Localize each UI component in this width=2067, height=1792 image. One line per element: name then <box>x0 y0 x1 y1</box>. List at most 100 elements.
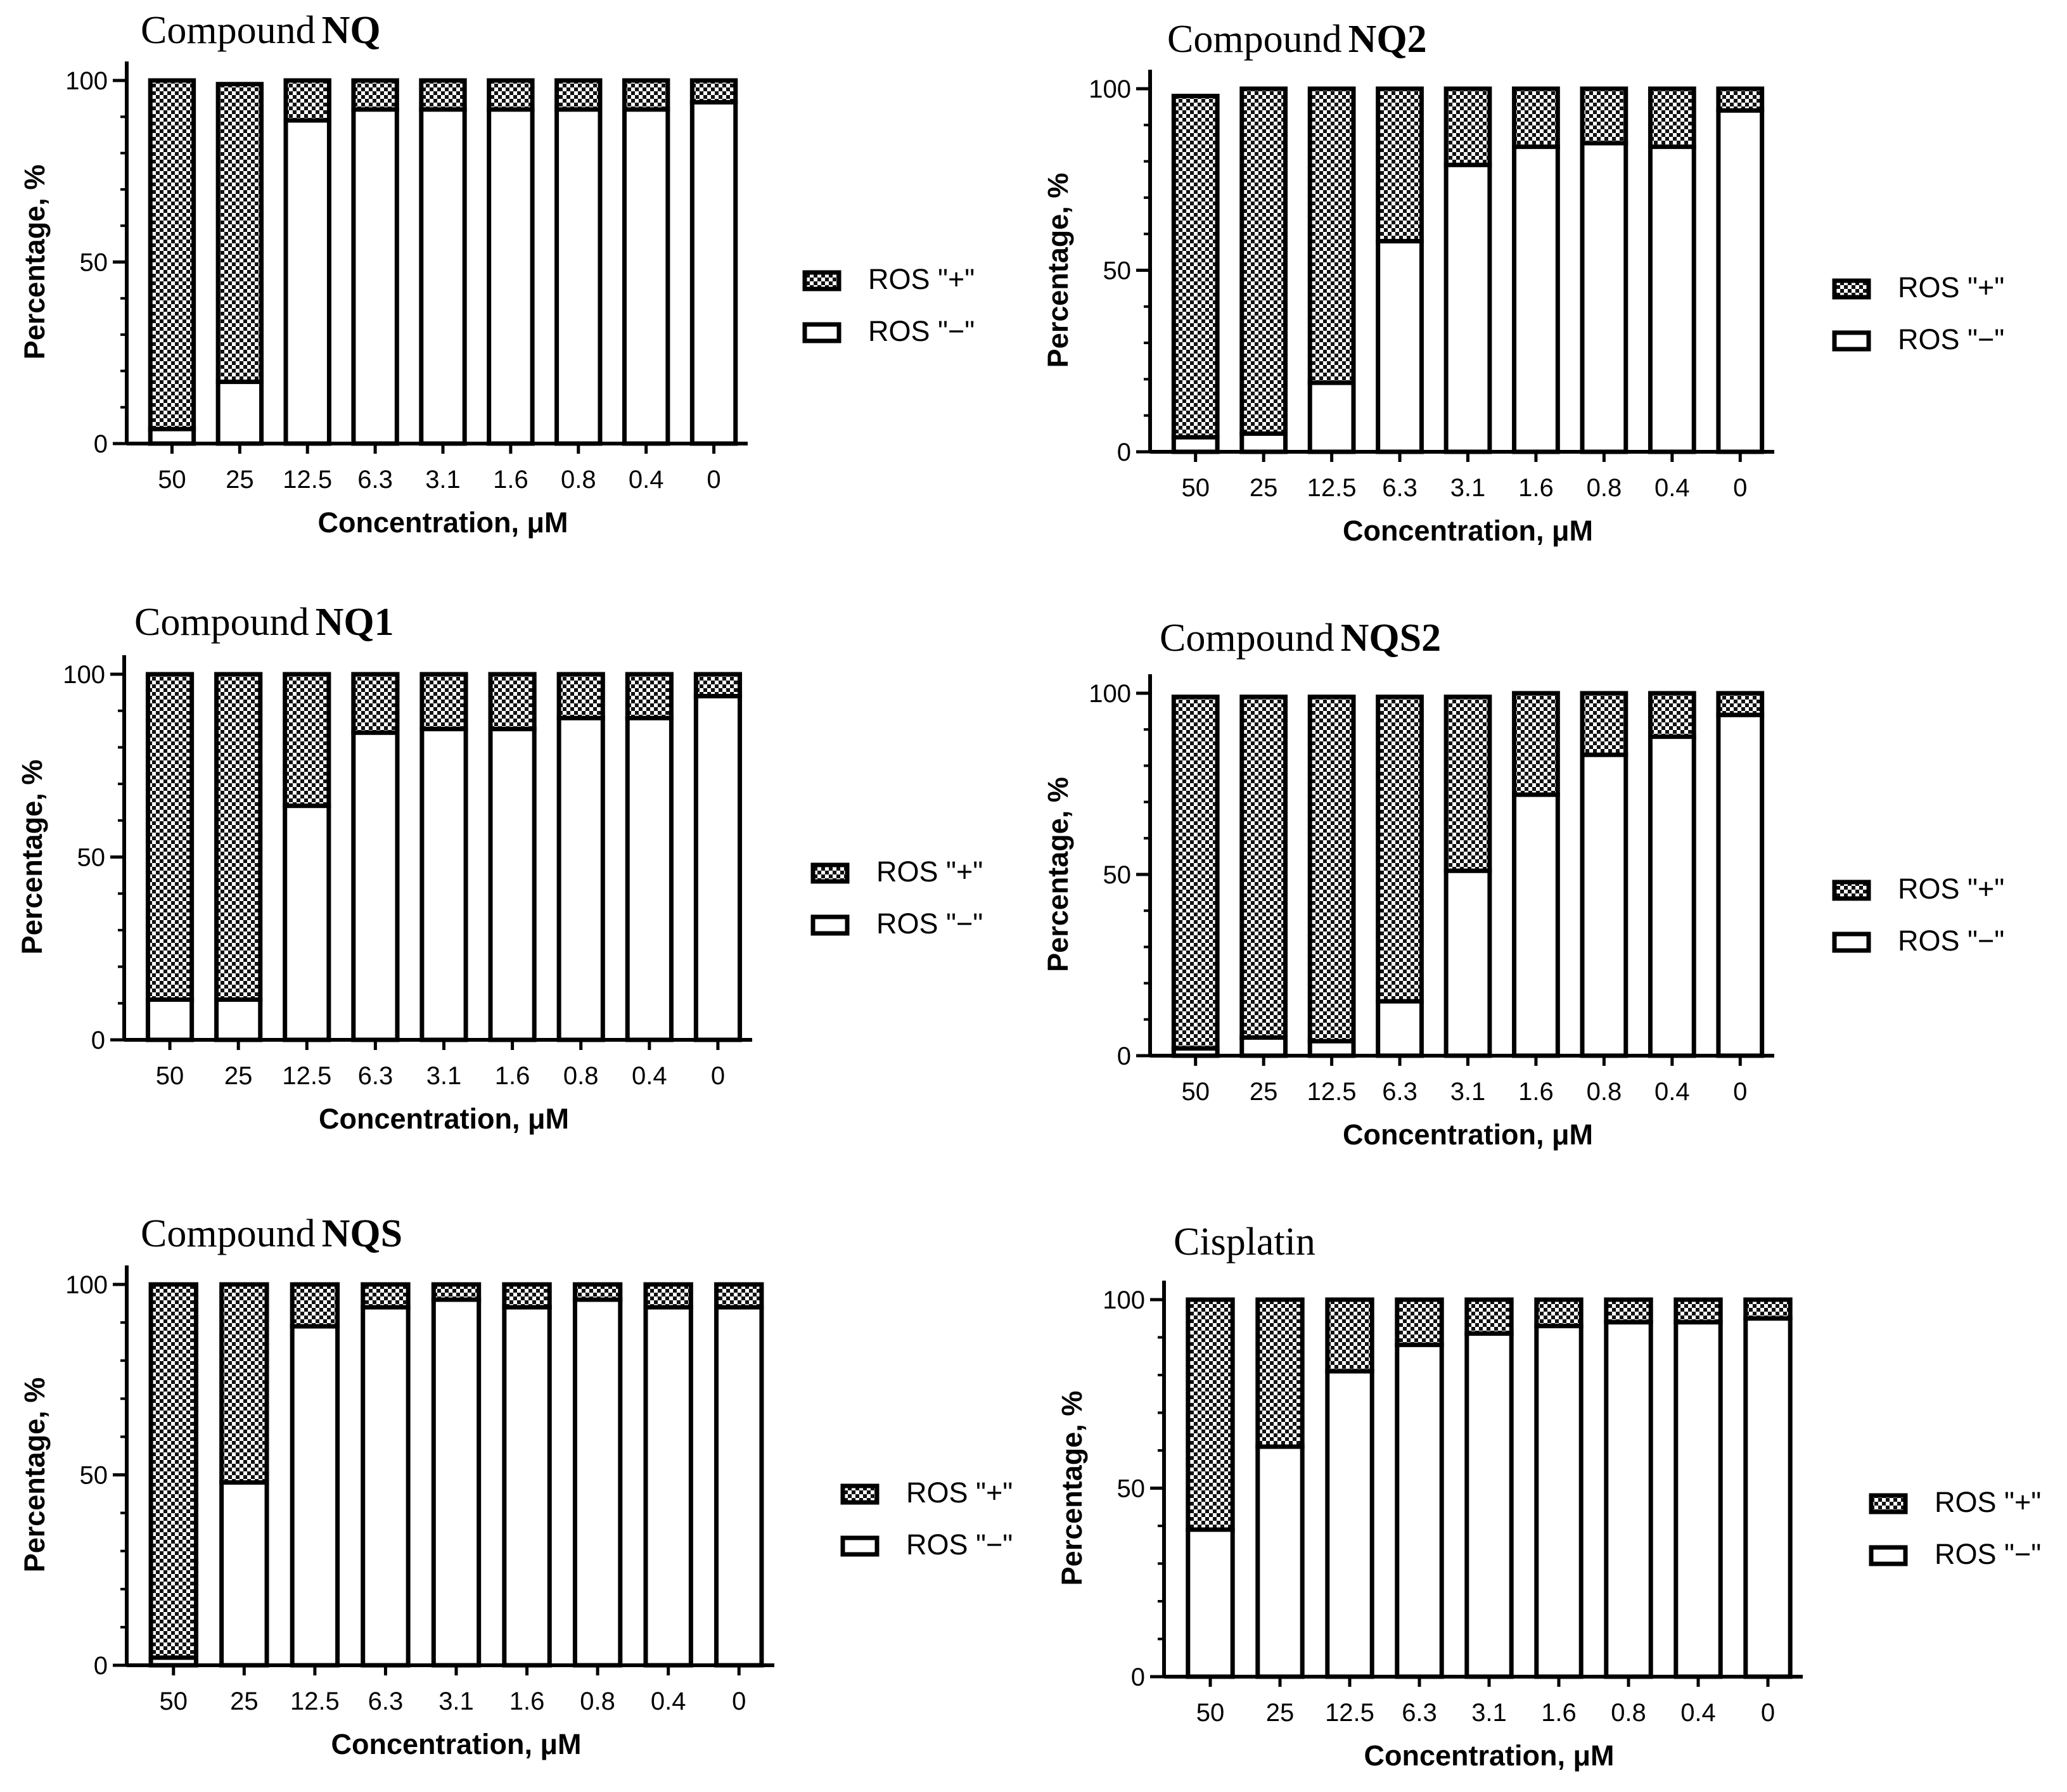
x-axis-label: Concentration, μM <box>319 1103 569 1135</box>
x-tick-label: 3.1 <box>1450 1078 1486 1106</box>
bar-ros-negative <box>1716 712 1765 1058</box>
x-tick-label: 3.1 <box>1471 1699 1507 1727</box>
bar-ros-positive <box>554 78 603 112</box>
legend-swatch-ros-negative <box>1832 931 1871 953</box>
x-tick-label: 0.4 <box>651 1687 686 1715</box>
bar-ros-positive <box>487 78 535 112</box>
bar-ros-negative <box>1673 1320 1723 1679</box>
bar-ros-negative <box>1743 1316 1793 1679</box>
x-tick-label: 25 <box>1250 1078 1278 1106</box>
y-tick-label: 50 <box>1117 1475 1146 1503</box>
legend-label-ros-positive: ROS "+" <box>876 855 983 888</box>
x-tick-label: 50 <box>160 1687 188 1715</box>
bar-ros-positive <box>215 82 264 385</box>
x-tick-label: 0.8 <box>580 1687 615 1715</box>
legend-swatch-ros-negative <box>1869 1545 1908 1566</box>
bar-ros-negative <box>1648 144 1696 454</box>
y-tick-label: 0 <box>1131 1663 1145 1691</box>
x-tick-label: 12.5 <box>1307 474 1357 502</box>
chart-title-compound: NQ1 <box>316 601 394 644</box>
chart-panel-3: Compound NQ1 50 25 12.5 6.3 3.1 1.6 0.8 0.4 0 0 50 10… <box>16 601 983 1135</box>
bar-ros-negative <box>431 1297 482 1668</box>
x-tick-label: 0.4 <box>1680 1699 1716 1727</box>
legend-label-ros-negative: ROS "−" <box>1935 1538 2041 1570</box>
bar-ros-negative <box>148 426 196 446</box>
bar-ros-negative <box>1580 752 1629 1058</box>
x-tick-label: 50 <box>1181 474 1210 502</box>
y-tick-label: 100 <box>65 67 108 95</box>
bar-ros-positive <box>1534 1297 1584 1329</box>
chart-title-prefix: Compound <box>1160 617 1334 660</box>
x-tick-label: 25 <box>226 466 254 494</box>
y-tick-label: 0 <box>94 430 108 458</box>
bar-ros-negative <box>1464 1331 1514 1679</box>
x-tick-label: 25 <box>230 1687 259 1715</box>
bar-ros-positive <box>419 78 467 112</box>
x-tick-label: 0.4 <box>629 466 664 494</box>
legend-label-ros-negative: ROS "−" <box>1898 925 2004 957</box>
bar-ros-negative <box>219 1480 269 1668</box>
legend-swatch-ros-positive <box>810 862 850 884</box>
legend: ROS "+" ROS "−" <box>1869 1486 2041 1570</box>
bar-ros-negative <box>488 727 537 1042</box>
x-tick-label: 12.5 <box>290 1687 340 1715</box>
bar-ros-positive <box>290 1282 340 1329</box>
y-axis-label: Percentage, % <box>1042 777 1074 972</box>
chart-panel-6: Cisplatin 50 25 12.5 6.3 3.1 1.6 0.8 0.4 0 0 50 100 C… <box>1056 1220 2041 1772</box>
x-tick-label: 50 <box>156 1062 184 1090</box>
y-tick-label: 50 <box>80 249 108 277</box>
x-tick-label: 1.6 <box>495 1062 530 1090</box>
bar-ros-positive <box>643 1282 693 1310</box>
y-tick-label: 100 <box>63 661 105 689</box>
bar-ros-negative <box>1395 1342 1444 1679</box>
bar-ros-negative <box>1239 431 1288 454</box>
bar-ros-positive <box>351 672 400 735</box>
x-tick-label: 0.8 <box>1611 1699 1646 1727</box>
x-axis-label: Concentration, μM <box>1343 1118 1593 1151</box>
bar-ros-positive <box>1716 691 1765 717</box>
bar-ros-positive <box>419 672 468 732</box>
bar-ros-negative <box>1443 162 1492 454</box>
bar-ros-positive <box>1648 691 1696 739</box>
bar-ros-positive <box>283 78 331 123</box>
chart-title: Compound NQ <box>141 9 381 52</box>
x-tick-label: 3.1 <box>438 1687 474 1715</box>
legend-swatch-ros-positive <box>1832 278 1871 300</box>
bar-ros-negative <box>643 1305 693 1668</box>
x-tick-label: 6.3 <box>1382 474 1417 502</box>
bar-ros-negative <box>693 694 743 1042</box>
bar-ros-positive <box>1171 694 1220 1051</box>
legend-label-ros-positive: ROS "+" <box>868 263 975 295</box>
bar-ros-positive <box>714 1282 764 1310</box>
chart-title: Compound NQS <box>141 1212 402 1255</box>
bar-ros-positive <box>283 672 331 809</box>
x-tick-label: 1.6 <box>1518 474 1554 502</box>
bar-ros-negative <box>556 715 605 1042</box>
x-tick-label: 50 <box>158 466 186 494</box>
x-axis-label: Concentration, μM <box>317 506 568 539</box>
chart-title: Compound NQ1 <box>134 601 394 644</box>
y-tick-label: 50 <box>80 1462 108 1490</box>
chart-panel-2: Compound NQ2 50 25 12.5 6.3 3.1 1.6 0.8 0.4 0 0 50 10… <box>1042 18 2004 547</box>
bar-ros-negative <box>361 1305 411 1668</box>
bar-ros-positive <box>1604 1297 1653 1325</box>
chart-title: Compound NQ2 <box>1167 18 1427 61</box>
x-tick-label: 0 <box>711 1062 725 1090</box>
bar-ros-negative <box>419 107 467 446</box>
bar-ros-positive <box>219 1282 269 1485</box>
y-tick-label: 0 <box>94 1652 108 1680</box>
bar-ros-negative <box>283 803 331 1042</box>
bar-ros-negative <box>1443 868 1492 1058</box>
y-tick-label: 50 <box>1103 257 1132 285</box>
x-tick-label: 6.3 <box>358 1062 394 1090</box>
bar-ros-negative <box>689 99 738 446</box>
y-axis-label: Percentage, % <box>16 760 48 955</box>
bar-ros-positive <box>361 1282 411 1310</box>
chart-panel-5: Compound NQS 50 25 12.5 6.3 3.1 1.6 0.8 0.4 0 0 50 10… <box>18 1212 1013 1760</box>
bar-ros-positive <box>1171 93 1220 440</box>
legend-label-ros-positive: ROS "+" <box>906 1476 1013 1509</box>
legend-label-ros-positive: ROS "+" <box>1898 873 2004 905</box>
x-tick-label: 3.1 <box>425 466 461 494</box>
x-tick-label: 6.3 <box>1382 1078 1417 1106</box>
